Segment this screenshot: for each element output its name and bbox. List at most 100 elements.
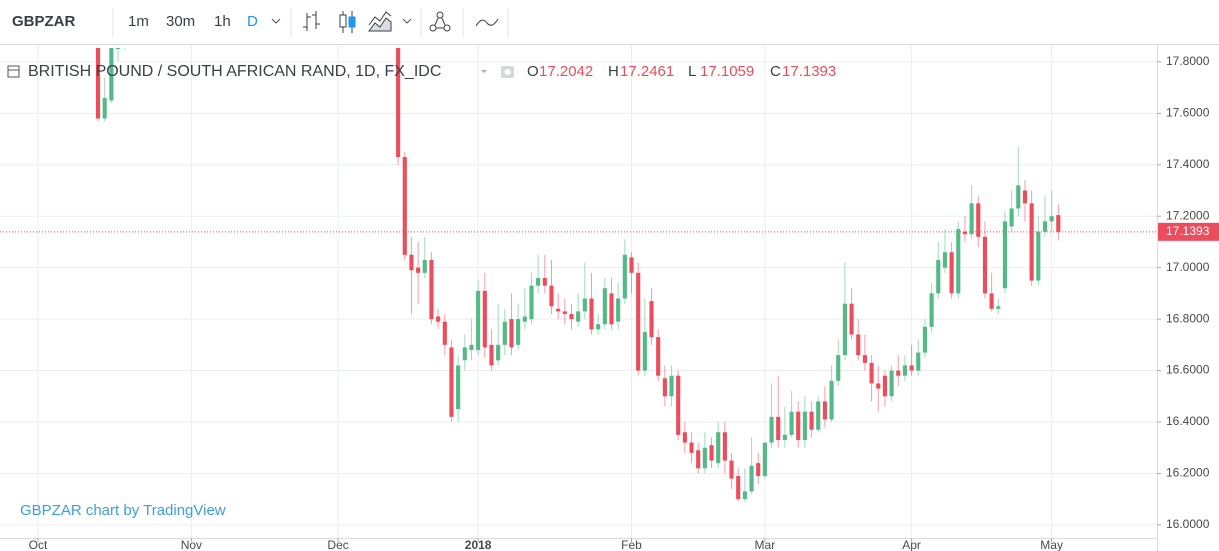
ohlc-value: 17.2042	[539, 63, 593, 80]
legend-icon[interactable]	[7, 65, 20, 78]
candle-body	[616, 298, 621, 322]
candle-body	[722, 432, 727, 461]
candle-body	[536, 277, 541, 286]
candle-body	[862, 355, 867, 363]
candle-body	[716, 432, 721, 464]
candle-body	[702, 447, 707, 469]
x-tick-label: May	[1040, 538, 1063, 551]
candle-body	[562, 311, 567, 314]
area-icon[interactable]	[368, 11, 392, 32]
candle-body	[676, 375, 681, 435]
interval-1m[interactable]: 1m	[128, 13, 149, 30]
candle-body	[836, 355, 841, 381]
candle-body	[876, 383, 881, 389]
x-tick-label: 2018	[465, 538, 492, 551]
ohlc-label: C	[770, 63, 781, 80]
candle-body	[582, 298, 587, 312]
candle-body	[756, 463, 761, 477]
candle-body	[102, 97, 107, 119]
candle-body	[789, 411, 794, 435]
ohlc-label: L	[688, 63, 696, 80]
candle-body	[556, 308, 561, 312]
candle-body	[609, 293, 614, 325]
axes: 16.0000 16.2000 16.4000 16.6000 16.8000 17.00…	[29, 54, 1210, 551]
candle-body	[696, 450, 701, 469]
candle-body	[569, 313, 574, 320]
interval-1h[interactable]: 1h	[214, 13, 231, 30]
candle-body	[936, 259, 941, 294]
candle-body	[902, 365, 907, 376]
y-tick-label: 16.8000	[1166, 311, 1210, 325]
candle-body	[929, 293, 934, 327]
candle-body	[1042, 221, 1048, 232]
last-price-box	[1158, 222, 1219, 241]
candle-body	[689, 442, 694, 453]
candle-body	[969, 203, 974, 235]
candle-body	[909, 365, 914, 371]
candle-body	[1056, 215, 1061, 232]
candle-body	[476, 290, 481, 350]
candle-body	[762, 442, 767, 477]
candle-body	[842, 303, 847, 356]
candle-body	[416, 267, 421, 273]
candle-body	[916, 352, 921, 371]
candle-body	[649, 301, 654, 338]
candle-body	[636, 272, 641, 371]
candle-body	[429, 259, 434, 320]
y-tick-label: 17.4000	[1166, 157, 1210, 171]
y-tick-label: 17.2000	[1166, 208, 1210, 222]
interval-d[interactable]: D	[247, 13, 258, 30]
candle-body	[622, 254, 627, 299]
candle-body	[956, 229, 961, 294]
dropdown-arrow[interactable]	[402, 18, 412, 24]
candles	[95, 48, 1061, 502]
candles-icon[interactable]	[339, 11, 356, 33]
candle-body	[642, 331, 647, 371]
candle-body	[576, 311, 581, 322]
candle-body	[729, 460, 734, 479]
candle-body	[849, 303, 854, 335]
ohlc-value: 17.2461	[620, 63, 674, 80]
candle-body	[889, 370, 894, 397]
candle-body	[709, 445, 714, 461]
y-tick-label: 17.0000	[1166, 260, 1210, 274]
y-tick-label: 17.8000	[1166, 54, 1210, 68]
candle-body	[802, 411, 807, 440]
last-price-label: 17.1393	[1166, 224, 1210, 238]
legend: BRITISH POUND / SOUTH AFRICAN RAND, 1D, …	[7, 63, 836, 80]
candle-body	[409, 254, 414, 271]
candle-body	[822, 401, 827, 420]
candle-body	[1049, 216, 1054, 222]
candle-body	[1022, 190, 1028, 204]
candle-body	[942, 252, 948, 268]
y-tick-label: 16.4000	[1166, 414, 1210, 428]
ohlc-value: 17.1059	[700, 63, 754, 80]
candle-body	[962, 231, 968, 235]
dropdown-arrow[interactable]	[271, 18, 281, 24]
x-tick-label: Feb	[621, 538, 642, 551]
candle-body	[982, 236, 988, 294]
y-tick-label: 16.0000	[1166, 517, 1210, 531]
indicators-icon[interactable]	[429, 11, 451, 32]
candle-body	[989, 293, 994, 309]
bars-icon[interactable]	[303, 11, 320, 31]
candle-body	[442, 321, 447, 345]
candle-body	[542, 277, 547, 286]
candle-body	[682, 432, 687, 443]
candle-body	[502, 321, 507, 345]
candle-body	[602, 288, 607, 325]
candle-body	[869, 362, 874, 384]
candle-body	[462, 347, 467, 361]
watermark[interactable]: GBPZAR chart by TradingView	[20, 502, 226, 519]
symbol[interactable]: GBPZAR	[12, 13, 76, 30]
legend-arrow[interactable]	[481, 70, 487, 73]
candle-body	[489, 344, 494, 366]
interval-30m[interactable]: 30m	[166, 13, 195, 30]
candle-body	[402, 157, 407, 255]
compare-icon[interactable]	[475, 18, 499, 27]
candle-body	[736, 476, 741, 500]
candle-body	[436, 316, 441, 322]
candle-body	[796, 411, 801, 440]
candle-body	[749, 465, 754, 492]
